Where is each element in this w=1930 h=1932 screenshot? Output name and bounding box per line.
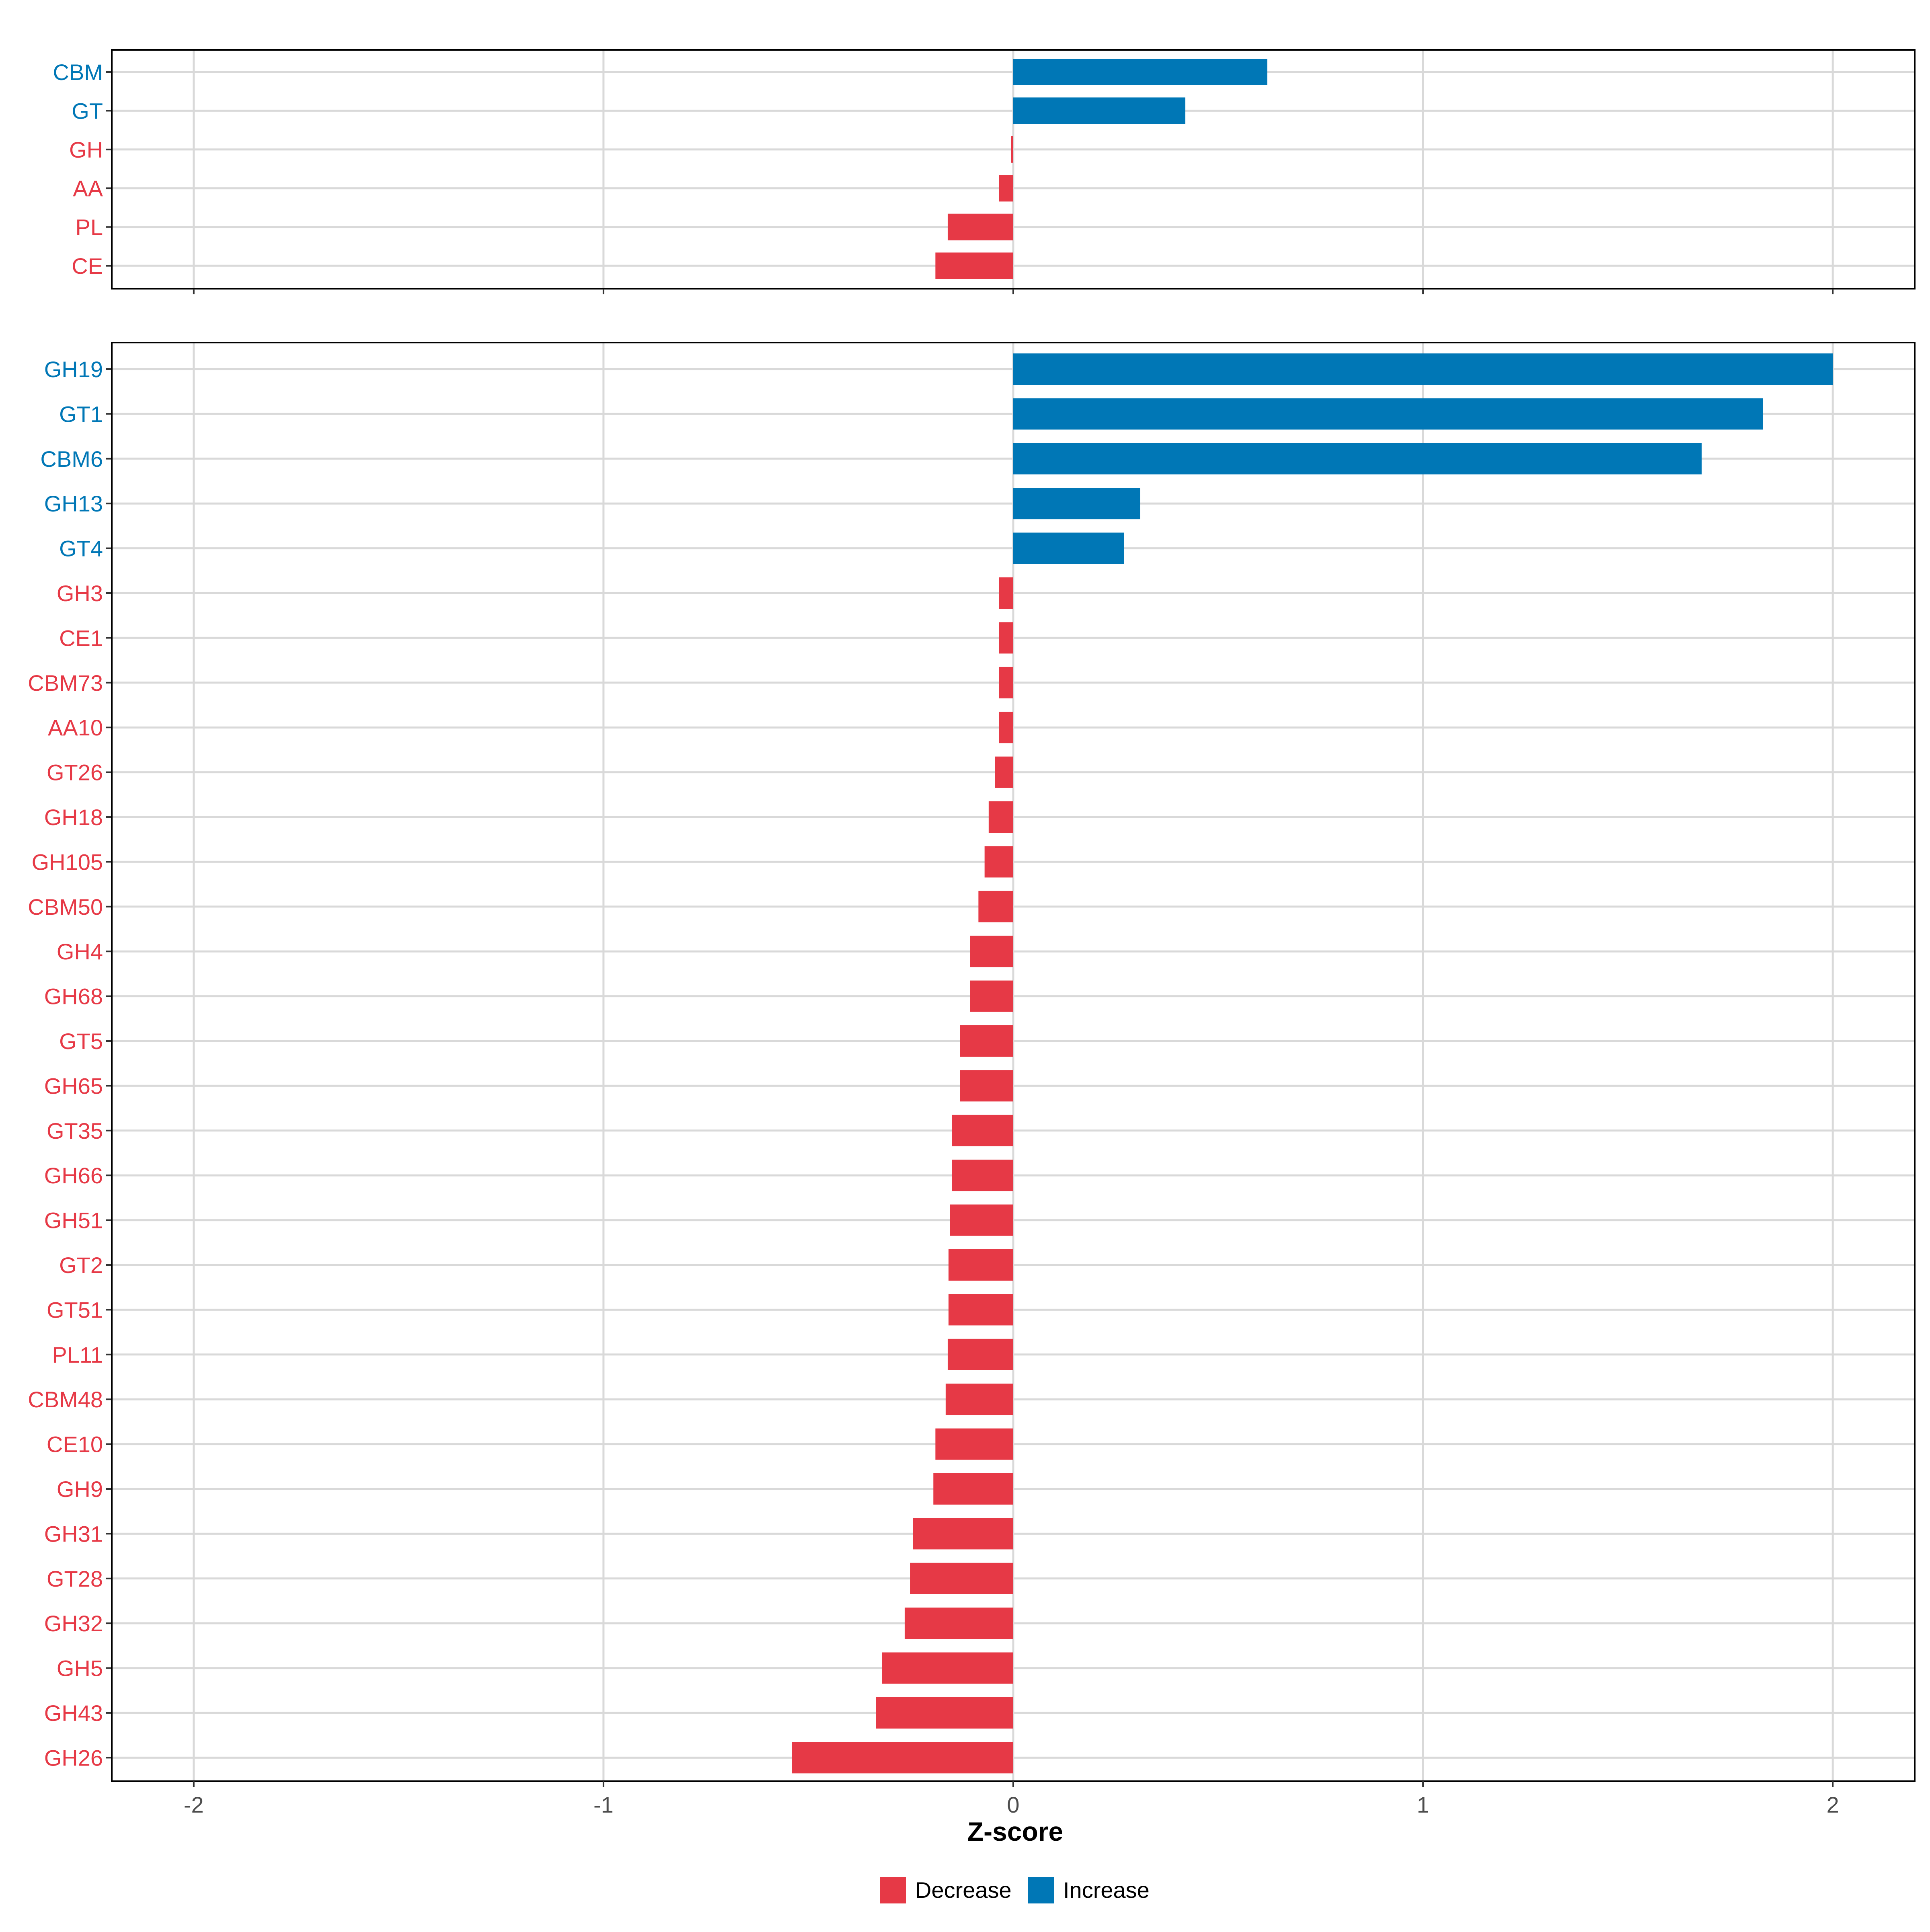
bar-GT26 <box>995 756 1013 788</box>
bar-GH68 <box>970 980 1013 1012</box>
bar-GT51 <box>948 1294 1013 1326</box>
x-tick-label: -2 <box>184 1792 204 1817</box>
y-tick-label-GT26: GT26 <box>47 760 103 785</box>
y-tick-label-GH66: GH66 <box>44 1163 103 1188</box>
y-tick-label-CBM6: CBM6 <box>40 446 103 472</box>
y-tick-label-GT: GT <box>72 98 103 123</box>
legend-key-decrease <box>880 1877 906 1903</box>
bar-CBM50 <box>978 891 1013 922</box>
bar-GH4 <box>970 936 1013 967</box>
y-tick-label-GH68: GH68 <box>44 984 103 1009</box>
bar-GH26 <box>792 1742 1013 1774</box>
y-tick-label-GH105: GH105 <box>32 849 103 875</box>
bar-GT2 <box>948 1249 1013 1281</box>
bar-GT35 <box>952 1115 1013 1146</box>
bar-CE1 <box>999 622 1013 654</box>
y-tick-label-GH51: GH51 <box>44 1208 103 1233</box>
y-tick-label-GT4: GT4 <box>59 536 103 561</box>
y-tick-label-GT35: GT35 <box>47 1118 103 1144</box>
x-tick-label: 2 <box>1827 1792 1839 1817</box>
y-tick-label-AA10: AA10 <box>48 715 103 740</box>
y-tick-label-CBM: CBM <box>53 60 103 85</box>
y-tick-label-GT2: GT2 <box>59 1252 103 1278</box>
bar-GH31 <box>913 1518 1013 1550</box>
y-tick-label-GH5: GH5 <box>57 1656 103 1681</box>
bar-CE <box>935 253 1013 279</box>
legend-label-increase: Increase <box>1063 1877 1150 1903</box>
bar-CBM6 <box>1013 443 1702 474</box>
y-tick-label-GH26: GH26 <box>44 1745 103 1770</box>
bar-GH19 <box>1013 353 1833 385</box>
bar-GH51 <box>950 1204 1013 1236</box>
y-tick-label-GH18: GH18 <box>44 805 103 830</box>
bar-GH <box>1011 136 1013 163</box>
bar-GH65 <box>960 1070 1013 1102</box>
y-tick-label-CBM73: CBM73 <box>28 670 103 696</box>
bar-AA <box>999 175 1013 202</box>
bar-GT5 <box>960 1025 1013 1057</box>
bar-CBM73 <box>999 667 1013 698</box>
bar-GT1 <box>1013 398 1763 430</box>
y-tick-label-CBM48: CBM48 <box>28 1387 103 1412</box>
y-tick-label-GT28: GT28 <box>47 1566 103 1591</box>
bar-GT28 <box>910 1562 1013 1594</box>
y-tick-label-GT1: GT1 <box>59 401 103 427</box>
y-tick-label-GH4: GH4 <box>57 939 103 964</box>
bar-GH13 <box>1013 488 1140 519</box>
y-tick-label-GH3: GH3 <box>57 581 103 606</box>
bar-GH32 <box>904 1608 1013 1639</box>
y-tick-label-GH: GH <box>69 137 103 162</box>
x-axis-title: Z-score <box>967 1817 1063 1846</box>
bar-GH43 <box>876 1697 1013 1729</box>
y-tick-label-PL: PL <box>76 215 103 240</box>
y-tick-label-GH19: GH19 <box>44 357 103 382</box>
x-tick-label: 1 <box>1417 1792 1429 1817</box>
x-tick-label: -1 <box>593 1792 614 1817</box>
y-tick-label-GH65: GH65 <box>44 1073 103 1098</box>
panel-class-level: CBM GT GH AA PL CE <box>53 49 1916 294</box>
legend-key-increase <box>1028 1877 1054 1903</box>
y-tick-label-GH9: GH9 <box>57 1476 103 1502</box>
bar-GH9 <box>933 1473 1013 1505</box>
bar-GH105 <box>984 846 1013 878</box>
bar-PL11 <box>947 1339 1013 1370</box>
y-tick-label-GH31: GH31 <box>44 1521 103 1546</box>
bar-PL <box>947 214 1013 240</box>
y-tick-label-CE1: CE1 <box>59 625 103 651</box>
y-tick-label-GH43: GH43 <box>44 1700 103 1726</box>
panels-layer: CBM GT GH AA PL CE GH19 GT1 CBM6 GH13 GT4 GH3 CE1 CBM… <box>28 49 1916 1817</box>
bar-AA10 <box>999 712 1013 743</box>
bar-GH5 <box>882 1652 1013 1684</box>
legend-label-decrease: Decrease <box>915 1877 1012 1903</box>
panel-family-level: GH19 GT1 CBM6 GH13 GT4 GH3 CE1 CBM73 AA10 GT26 GH1… <box>28 342 1916 1787</box>
y-tick-label-AA: AA <box>73 176 103 201</box>
bar-CBM48 <box>945 1384 1013 1415</box>
y-tick-label-GH32: GH32 <box>44 1611 103 1636</box>
bar-GH18 <box>988 801 1013 833</box>
y-tick-label-CE10: CE10 <box>47 1432 103 1457</box>
bar-CBM <box>1013 59 1267 85</box>
y-tick-label-PL11: PL11 <box>52 1342 103 1367</box>
y-tick-label-GH13: GH13 <box>44 491 103 516</box>
y-tick-label-CE: CE <box>72 253 103 279</box>
bar-CE10 <box>935 1428 1013 1460</box>
bar-GT <box>1013 97 1186 124</box>
bar-GH3 <box>999 577 1013 609</box>
y-tick-label-GT5: GT5 <box>59 1029 103 1054</box>
x-tick-label: 0 <box>1007 1792 1019 1817</box>
bar-GT4 <box>1013 532 1124 564</box>
legend: Decrease Increase <box>880 1877 1150 1903</box>
bar-GH66 <box>952 1160 1013 1191</box>
y-tick-label-CBM50: CBM50 <box>28 894 103 920</box>
y-tick-label-GT51: GT51 <box>47 1297 103 1322</box>
